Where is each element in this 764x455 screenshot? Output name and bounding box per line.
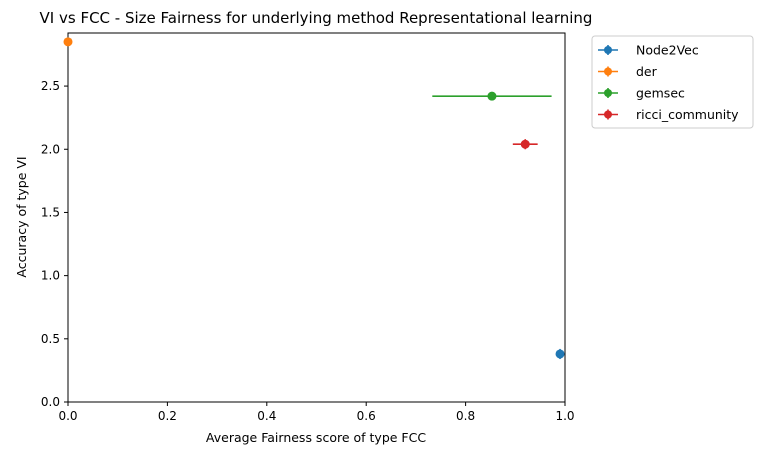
legend-item-ricci-community: ricci_community [598, 107, 739, 122]
x-tick-label: 0.6 [357, 409, 376, 423]
legend-label: ricci_community [636, 107, 739, 122]
legend-item-gemsec: gemsec [598, 86, 685, 101]
y-tick-label: 0.0 [41, 395, 60, 409]
legend-box [591, 35, 754, 129]
data-point [487, 91, 497, 101]
x-tick-label: 0.2 [158, 409, 177, 423]
legend-label: Node2Vec [636, 43, 699, 58]
y-tick-label: 1.0 [41, 269, 60, 283]
y-tick-label: 2.0 [41, 142, 60, 156]
legend-item-der: der [598, 64, 658, 79]
plot-area [63, 37, 565, 360]
y-tick-label: 2.5 [41, 79, 60, 93]
x-tick-label: 0.8 [456, 409, 475, 423]
y-tick-label: 0.5 [41, 332, 60, 346]
series-der [63, 37, 73, 47]
legend-marker [604, 110, 612, 119]
data-point [63, 37, 73, 47]
y-axis-label: Accuracy of type VI [14, 156, 29, 277]
x-axis: 0.0 0.2 0.4 0.6 0.8 1.0 [58, 402, 575, 423]
legend-label: gemsec [636, 86, 685, 101]
x-tick-label: 0.4 [257, 409, 276, 423]
chart-title: VI vs FCC - Size Fairness for underlying… [40, 9, 593, 27]
data-point [520, 139, 530, 149]
data-point [555, 349, 565, 359]
series-Node2Vec [555, 348, 565, 360]
x-tick-label: 0.0 [58, 409, 77, 423]
legend-item-Node2Vec: Node2Vec [598, 43, 699, 58]
y-tick-label: 1.5 [41, 205, 60, 219]
y-axis: 0.0 0.5 1.0 1.5 2.0 2.5 [41, 79, 68, 409]
series-gemsec [432, 91, 552, 101]
plot-frame [67, 32, 566, 403]
legend: Node2Vec der gemsec ricci_community [591, 35, 754, 129]
x-axis-label: Average Fairness score of type FCC [206, 430, 426, 445]
legend-label: der [636, 64, 658, 79]
series-ricci-community [512, 139, 538, 150]
legend-marker [604, 46, 612, 54]
legend-marker [604, 67, 612, 76]
x-tick-label: 1.0 [555, 409, 574, 423]
legend-marker [604, 89, 612, 97]
